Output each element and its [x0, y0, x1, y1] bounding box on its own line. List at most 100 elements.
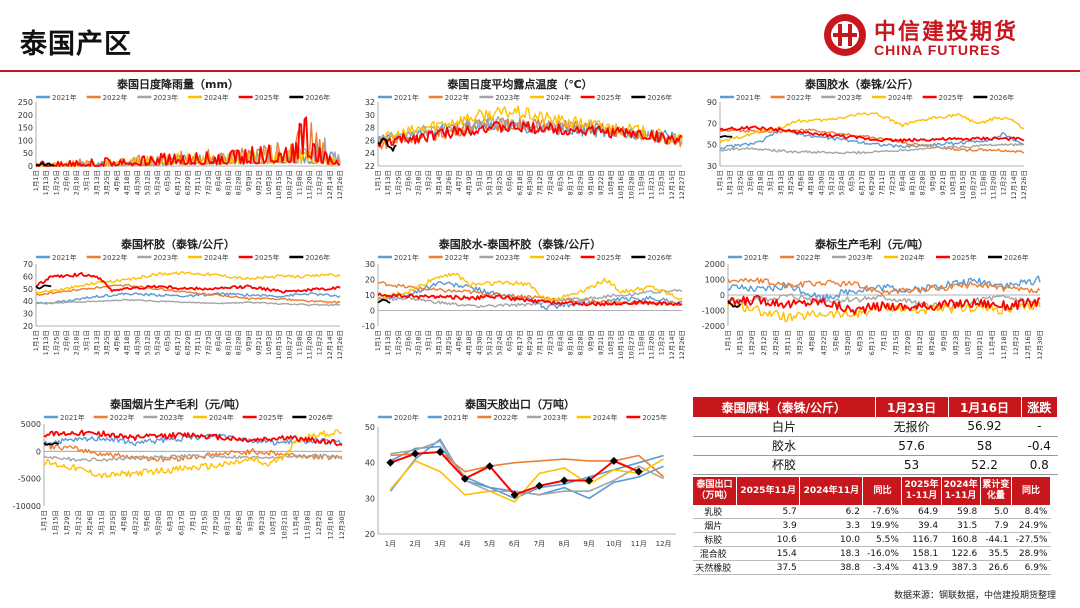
- x-tick-label: 2月6日: [746, 170, 754, 191]
- x-tick-label: 12月2日: [315, 510, 323, 535]
- legend-label: 2021年: [52, 253, 77, 262]
- table-cell: 158.1: [901, 546, 942, 561]
- table-cell: 64.9: [901, 505, 942, 519]
- x-tick-label: 12月2日: [1012, 330, 1020, 355]
- x-tick-label: 2月12日: [760, 330, 768, 355]
- x-tick-label: 10月3日: [265, 330, 273, 355]
- x-tick-label: 9月10日: [587, 170, 595, 195]
- x-tick-label: 12月27日: [678, 170, 686, 200]
- x-tick-label: 4月30日: [133, 170, 141, 195]
- table-cell: 413.9: [901, 560, 942, 575]
- x-tick-label: 6月29日: [526, 330, 534, 355]
- x-tick-label: 4月30日: [133, 330, 141, 355]
- x-tick-label: 7月29日: [212, 510, 220, 535]
- series-marker: [386, 458, 395, 467]
- x-tick-label: 6月29日: [184, 330, 192, 355]
- dewpoint-chart: 泰国日度平均露点温度（℃） 2021年 2022年 2023年 2024年 2025年 20…: [365, 77, 686, 200]
- y-tick-label: 50: [365, 423, 375, 432]
- y-tick-label: -5000: [18, 475, 41, 484]
- x-tick-label: 6月17日: [858, 170, 866, 195]
- x-tick-label: 4月6日: [113, 330, 121, 351]
- x-tick-label: 6月17日: [174, 170, 182, 195]
- x-tick-label: 1月29日: [63, 510, 71, 535]
- legend-label: 2023年: [495, 93, 520, 102]
- legend-label: 2021年: [52, 93, 77, 102]
- series-line: [377, 281, 683, 310]
- y-tick-label: 100: [18, 136, 33, 145]
- table-cell: 35.5: [980, 546, 1012, 561]
- table-cell: 无报价: [875, 417, 949, 437]
- y-tick-label: 200: [18, 111, 33, 120]
- x-tick-label: 12月14日: [1010, 170, 1018, 200]
- legend-label: 2023年: [159, 413, 184, 422]
- series-line: [43, 429, 343, 447]
- x-tick-label: 2月18日: [757, 170, 765, 195]
- x-tick-label: 8月4日: [898, 170, 906, 191]
- legend-label: 2024年: [204, 93, 229, 102]
- x-tick-label: 5月6日: [832, 330, 840, 351]
- table-cell: -44.1: [980, 532, 1012, 547]
- x-tick-label: 7月23日: [888, 170, 896, 195]
- series-line: [719, 143, 1025, 155]
- x-tick-label: 11月20日: [306, 170, 314, 200]
- x-tick-label: 8月: [559, 540, 570, 548]
- x-tick-label: 7月15日: [892, 330, 900, 355]
- x-tick-label: 11月: [631, 540, 647, 548]
- x-tick-label: 4月8日: [120, 510, 128, 531]
- x-tick-label: 11月8日: [295, 170, 303, 195]
- legend-label: 2025年: [255, 253, 280, 262]
- x-tick-label: 8月16日: [225, 330, 233, 355]
- legend-label: 2024年: [204, 253, 229, 262]
- x-tick-label: 10月21日: [976, 330, 984, 360]
- y-tick-label: -10000: [13, 502, 41, 511]
- table-row: 白片 无报价 56.92-: [693, 417, 1058, 437]
- table-cell: 胶水: [693, 436, 876, 456]
- table-cell: 白片: [693, 417, 876, 437]
- table-header-cell: 同比: [1011, 477, 1051, 505]
- str-margin-chart: 泰标生产毛利（元/吨） 2021年 2022年 2023年 2024年 2025年 2026…: [702, 237, 1044, 360]
- x-tick-label: 1月1日: [40, 510, 48, 531]
- table-cell: 116.7: [901, 532, 942, 547]
- x-tick-label: 11月8日: [295, 330, 303, 355]
- table-cell: 天然橡胶: [693, 560, 737, 575]
- x-tick-label: 11月18日: [1000, 330, 1008, 360]
- x-tick-label: 3月25日: [445, 330, 453, 355]
- x-tick-label: 7月1日: [880, 330, 888, 351]
- series-line: [43, 442, 60, 446]
- x-tick-label: 1月13日: [726, 170, 734, 195]
- x-tick-label: 10月15日: [959, 170, 967, 200]
- x-tick-label: 11月21日: [648, 170, 656, 200]
- series-marker: [436, 447, 445, 456]
- x-tick-label: 8月28日: [235, 170, 243, 195]
- legend-label: 2021年: [444, 413, 469, 422]
- x-tick-label: 10月3日: [265, 170, 273, 195]
- table-row: 烟片 3.9 3.3 19.9% 39.4 31.5 7.9 24.9%: [693, 518, 1051, 533]
- x-tick-label: 3月13日: [93, 330, 101, 355]
- x-tick-label: 6月29日: [184, 170, 192, 195]
- legend-label: 2026年: [305, 253, 330, 262]
- x-tick-label: 6月17日: [178, 510, 186, 535]
- x-tick-label: 4月6日: [455, 330, 463, 351]
- x-tick-label: 9月21日: [597, 330, 605, 355]
- x-tick-label: 3月1日: [83, 330, 91, 351]
- legend-label: 2022年: [445, 253, 470, 262]
- x-tick-label: 2月26日: [772, 330, 780, 355]
- x-tick-label: 5月6日: [143, 510, 151, 531]
- x-tick-label: 9月9日: [587, 330, 595, 351]
- table-cell: 10.6: [736, 532, 800, 547]
- x-tick-label: 6月3日: [166, 510, 174, 531]
- x-tick-label: 2月18日: [73, 330, 81, 355]
- table-cell: 6.2: [799, 505, 863, 519]
- series-line: [377, 292, 683, 307]
- x-tick-label: 5月12日: [143, 330, 151, 355]
- series-line: [377, 272, 683, 303]
- legend-label: 2022年: [787, 93, 812, 102]
- x-tick-label: 5月24日: [154, 170, 162, 195]
- x-tick-label: 4月30日: [475, 330, 483, 355]
- x-tick-label: 1月25日: [52, 330, 60, 355]
- x-tick-label: 3月25日: [103, 330, 111, 355]
- x-tick-label: 12月26日: [336, 330, 344, 360]
- table-row: 天然橡胶 37.5 38.8 -3.4% 413.9 387.3 26.6 6.9%: [693, 560, 1051, 575]
- y-tick-label: 30: [707, 162, 717, 171]
- x-tick-label: 5月24日: [154, 330, 162, 355]
